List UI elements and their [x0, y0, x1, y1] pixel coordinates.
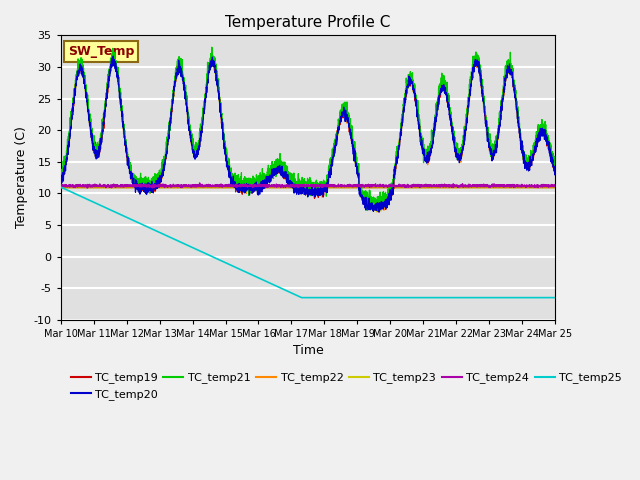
Title: Temperature Profile C: Temperature Profile C — [225, 15, 390, 30]
X-axis label: Time: Time — [292, 344, 323, 357]
Y-axis label: Temperature (C): Temperature (C) — [15, 127, 28, 228]
Text: SW_Temp: SW_Temp — [68, 45, 134, 58]
Legend: TC_temp19, TC_temp20, TC_temp21, TC_temp22, TC_temp23, TC_temp24, TC_temp25: TC_temp19, TC_temp20, TC_temp21, TC_temp… — [66, 368, 626, 404]
